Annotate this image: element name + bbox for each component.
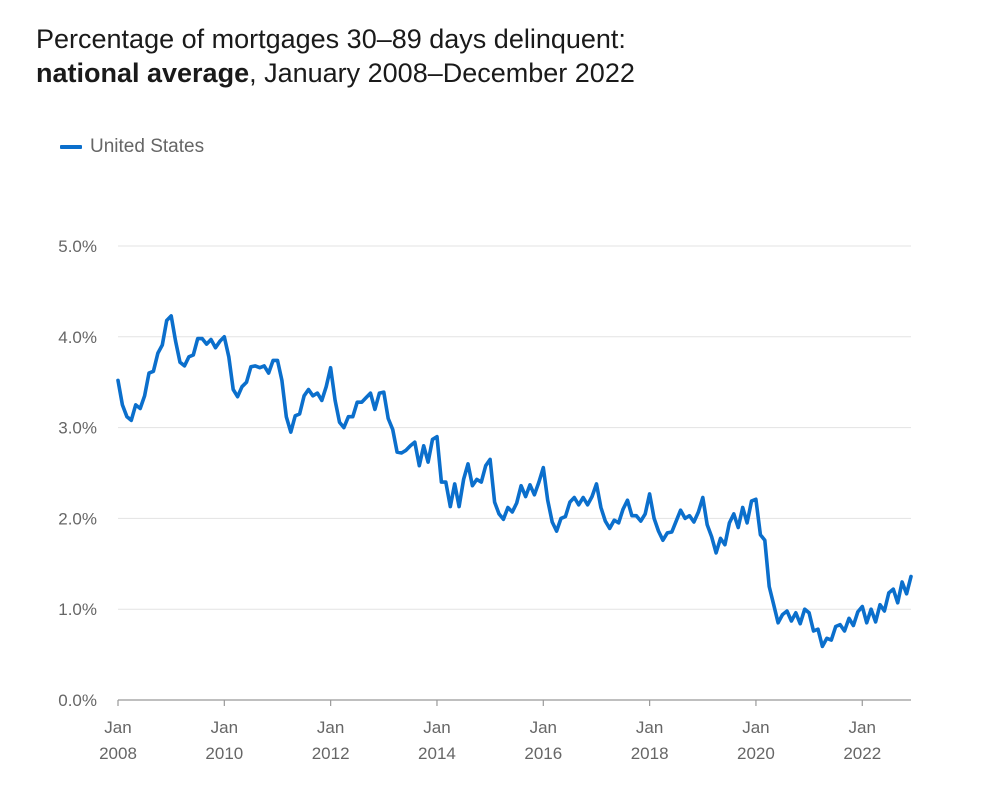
series-group xyxy=(116,314,913,649)
x-tick-label-year: 2020 xyxy=(737,744,775,763)
legend-label-united-states: United States xyxy=(90,136,205,157)
x-tick-label-month: Jan xyxy=(530,718,557,737)
x-tick-label-year: 2012 xyxy=(312,744,350,763)
y-tick-label: 0.0% xyxy=(58,691,97,710)
chart-title: Percentage of mortgages 30–89 days delin… xyxy=(36,22,635,90)
y-tick-label: 5.0% xyxy=(58,237,97,256)
y-tick-label: 4.0% xyxy=(58,328,97,347)
series-line-united-states xyxy=(116,314,913,649)
x-tick-label-month: Jan xyxy=(636,718,663,737)
x-tick-label-month: Jan xyxy=(423,718,450,737)
x-tick-label-month: Jan xyxy=(317,718,344,737)
chart-title-line1: Percentage of mortgages 30–89 days delin… xyxy=(36,24,626,54)
grid-lines xyxy=(118,245,911,610)
x-tick-label-month: Jan xyxy=(742,718,769,737)
x-tick-label-year: 2010 xyxy=(205,744,243,763)
legend-swatch-united-states xyxy=(60,145,82,149)
chart-title-line2: national average, January 2008–December … xyxy=(36,56,635,90)
x-axis: Jan 2008 Jan 2010 Jan 2012 Jan 2014 Jan 2016 Jan 20… xyxy=(99,699,911,763)
x-tick-label-month: Jan xyxy=(211,718,238,737)
y-tick-label: 1.0% xyxy=(58,600,97,619)
x-tick-label-year: 2008 xyxy=(99,744,137,763)
y-axis-tick-labels: 0.0% 1.0% 2.0% 3.0% 4.0% 5.0% xyxy=(58,237,97,710)
x-tick-label-year: 2014 xyxy=(418,744,456,763)
x-tick-label-year: 2016 xyxy=(524,744,562,763)
x-tick-label-year: 2018 xyxy=(631,744,669,763)
y-tick-label: 2.0% xyxy=(58,509,97,528)
x-tick-label-year: 2022 xyxy=(843,744,881,763)
x-tick-label-month: Jan xyxy=(104,718,131,737)
x-tick-label-month: Jan xyxy=(849,718,876,737)
chart-title-rest: , January 2008–December 2022 xyxy=(249,58,635,88)
chart-title-bold: national average xyxy=(36,58,250,88)
y-tick-label: 3.0% xyxy=(58,419,97,438)
legend: United States xyxy=(60,136,204,158)
